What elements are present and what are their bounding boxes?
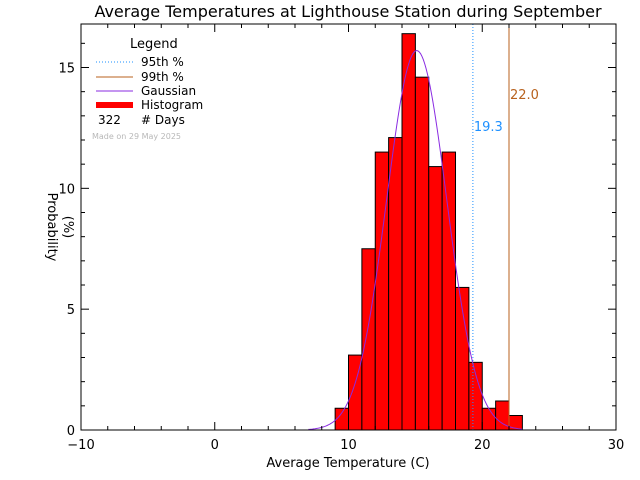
histogram-bar xyxy=(388,137,403,431)
chart-title: Average Temperatures at Lighthouse Stati… xyxy=(94,2,602,21)
histogram-bar xyxy=(401,33,416,431)
y-tick-label: 5 xyxy=(67,303,75,318)
legend-histogram-swatch xyxy=(96,102,133,108)
legend-days-count: 322 xyxy=(98,113,121,127)
histogram-bar xyxy=(428,166,443,431)
y-axis-label-group: Probability (%) xyxy=(44,193,75,262)
y-axis-label: Probability xyxy=(44,193,59,262)
percentile-95th-label: 19.3 xyxy=(474,120,503,135)
histogram-bar xyxy=(374,151,390,431)
legend-gaussian-label: Gaussian xyxy=(141,84,196,98)
x-axis-label: Average Temperature (C) xyxy=(266,456,429,471)
histogram-bar xyxy=(441,151,457,431)
legend-95th-label: 95th % xyxy=(141,55,184,69)
gaussian-curve xyxy=(308,50,523,430)
x-tick-label: 0 xyxy=(211,438,219,453)
y-tick-label: 10 xyxy=(58,182,75,197)
plot-area: 19.3 22.0 xyxy=(308,24,539,431)
legend-title: Legend xyxy=(130,37,178,52)
legend-99th-label: 99th % xyxy=(141,70,184,84)
x-tick-label: −10 xyxy=(67,438,94,453)
histogram-bar xyxy=(361,248,376,431)
y-axis-unit: (%) xyxy=(60,216,75,239)
legend-histogram-label: Histogram xyxy=(141,98,203,112)
x-tick-label: 20 xyxy=(474,438,491,453)
histogram-bar xyxy=(481,407,497,431)
x-tick-label: 10 xyxy=(340,438,357,453)
y-tick-label: 15 xyxy=(58,62,75,77)
legend: Legend 95th % 99th % Gaussian Histogram … xyxy=(92,37,203,141)
made-on-note: Made on 29 May 2025 xyxy=(92,132,181,141)
x-tick-label: 30 xyxy=(608,438,625,453)
legend-days-label: # Days xyxy=(141,113,185,127)
histogram-bar xyxy=(414,76,430,431)
percentile-99th-label: 22.0 xyxy=(510,88,539,103)
y-tick-label: 0 xyxy=(67,424,75,439)
